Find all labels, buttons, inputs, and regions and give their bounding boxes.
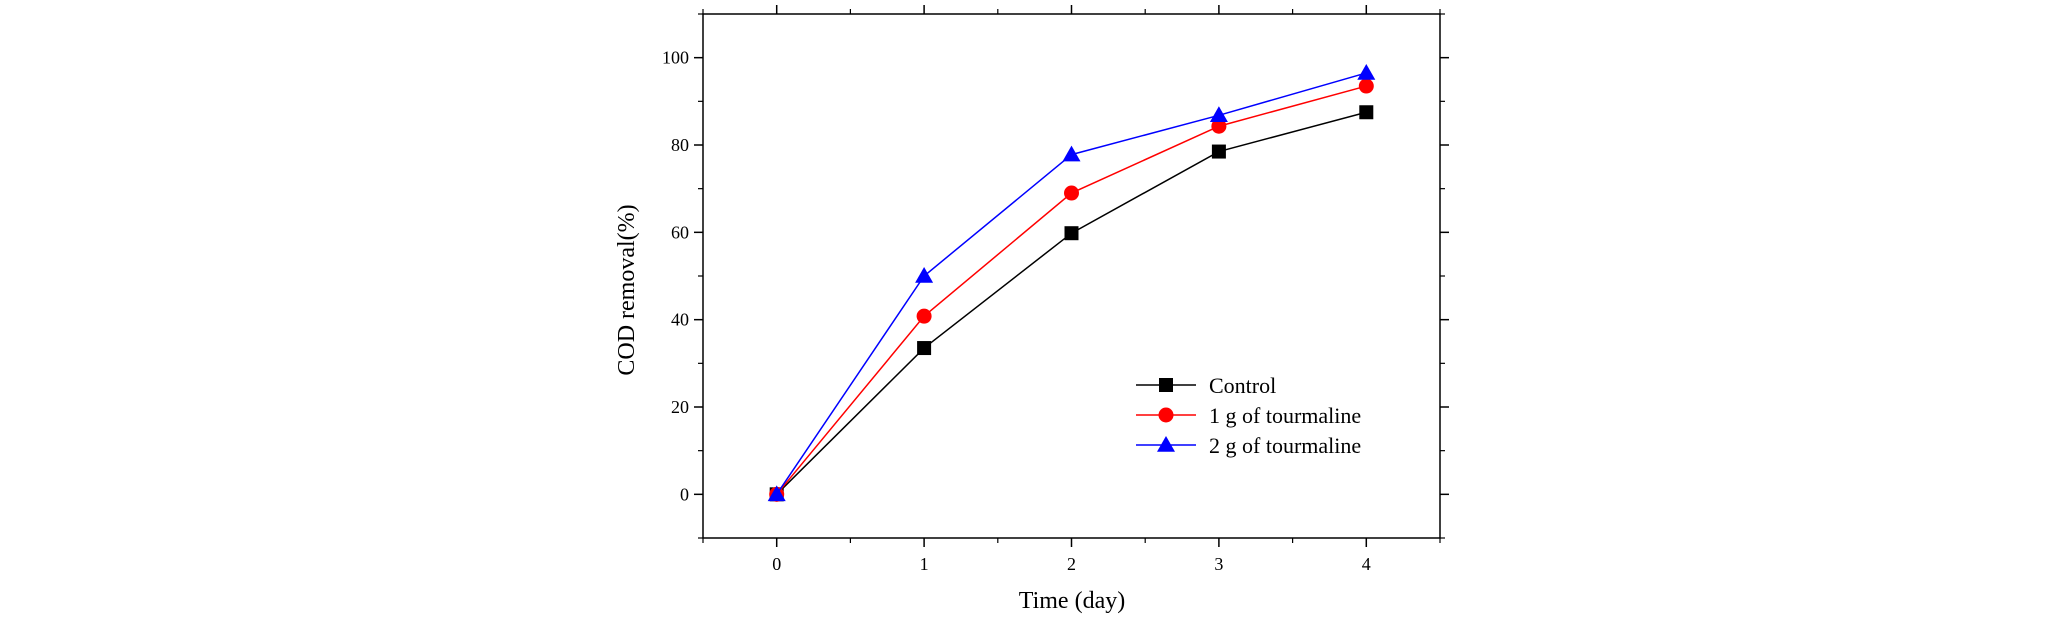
y-tick-label: 0 [680, 484, 689, 504]
legend-marker [1159, 378, 1173, 392]
y-axis-title: COD removal(%) [614, 204, 640, 375]
data-point-3 [1357, 63, 1376, 80]
legend-marker [1158, 407, 1174, 423]
legend-label: 2 g of tourmaline [1209, 433, 1361, 458]
data-point-2 [1211, 118, 1227, 134]
y-tick-label: 80 [671, 135, 689, 155]
legend-label: Control [1209, 373, 1276, 398]
legend-label: 1 g of tourmaline [1209, 403, 1361, 428]
y-tick-label: 20 [671, 397, 689, 417]
data-point-2 [1064, 185, 1079, 201]
legend: Control 1 g of tourmaline 2 g of tourmalin… [1136, 373, 1361, 458]
x-tick-label: 4 [1362, 554, 1371, 574]
axis-ticks: 0 20 40 60 80 100 0 1 2 3 4 [662, 5, 1449, 574]
data-point-3 [915, 267, 934, 283]
data-point-2 [1358, 78, 1374, 94]
data-point-1 [917, 341, 932, 356]
plot-frame [702, 13, 1441, 539]
legend-item-1: Control [1136, 373, 1276, 398]
x-axis-title: Time (day) [1019, 588, 1125, 614]
series-group [767, 63, 1376, 502]
x-tick-label: 0 [772, 554, 781, 574]
data-point-1 [1064, 226, 1079, 241]
data-point-2 [916, 308, 932, 324]
y-tick-label: 100 [662, 48, 689, 68]
x-tick-label: 3 [1214, 554, 1223, 574]
series-3 [767, 63, 1376, 502]
plot-border [702, 13, 1441, 539]
data-point-3 [767, 485, 786, 502]
legend-item-2: 1 g of tourmaline [1136, 403, 1361, 428]
y-tick-label: 60 [671, 222, 689, 242]
y-tick-label: 40 [671, 310, 689, 330]
legend-item-3: 2 g of tourmaline [1136, 433, 1361, 458]
legend-marker [1157, 436, 1175, 452]
data-point-1 [1359, 105, 1374, 120]
data-point-1 [1211, 144, 1226, 159]
data-point-3 [1209, 106, 1228, 123]
data-point-3 [1062, 145, 1081, 162]
x-tick-label: 1 [920, 554, 929, 574]
x-tick-label: 2 [1067, 554, 1076, 574]
